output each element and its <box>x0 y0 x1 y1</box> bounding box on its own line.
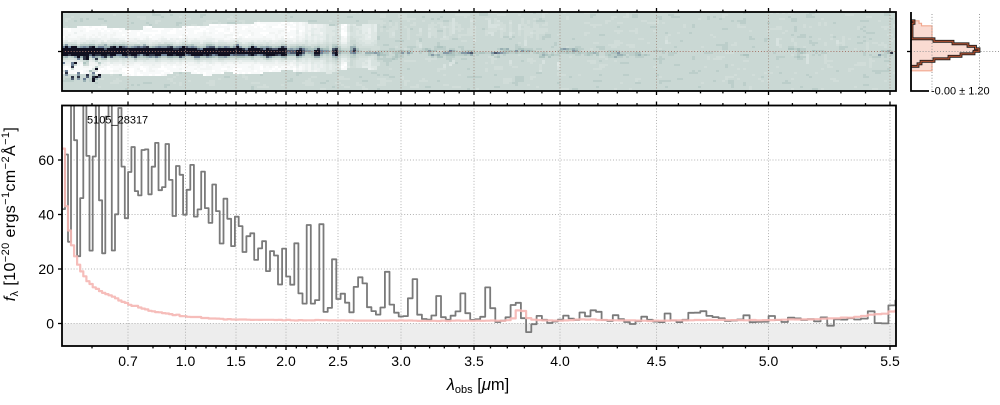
svg-text:5.0: 5.0 <box>759 353 779 369</box>
svg-text:2.0: 2.0 <box>276 353 296 369</box>
svg-text:20: 20 <box>38 261 54 277</box>
svg-text:2.5: 2.5 <box>328 353 348 369</box>
svg-text:4.5: 4.5 <box>647 353 667 369</box>
svg-text:5.5: 5.5 <box>880 353 900 369</box>
svg-text:λobs [μm]: λobs [μm] <box>446 376 509 396</box>
svg-text:4.0: 4.0 <box>550 353 570 369</box>
svg-text:-0.00 ± 1.20: -0.00 ± 1.20 <box>931 86 990 98</box>
svg-text:3.0: 3.0 <box>391 353 411 369</box>
svg-text:0: 0 <box>46 315 54 331</box>
svg-text:40: 40 <box>38 206 54 222</box>
svg-text:5105_28317: 5105_28317 <box>87 115 148 127</box>
svg-text:3.5: 3.5 <box>464 353 484 369</box>
svg-text:1.0: 1.0 <box>176 353 196 369</box>
svg-text:1.5: 1.5 <box>226 353 246 369</box>
svg-text:0.7: 0.7 <box>118 353 138 369</box>
svg-text:60: 60 <box>38 152 54 168</box>
svg-text:fλ [10−20 ergs−1cm−2Å−1]: fλ [10−20 ergs−1cm−2Å−1] <box>0 127 21 302</box>
